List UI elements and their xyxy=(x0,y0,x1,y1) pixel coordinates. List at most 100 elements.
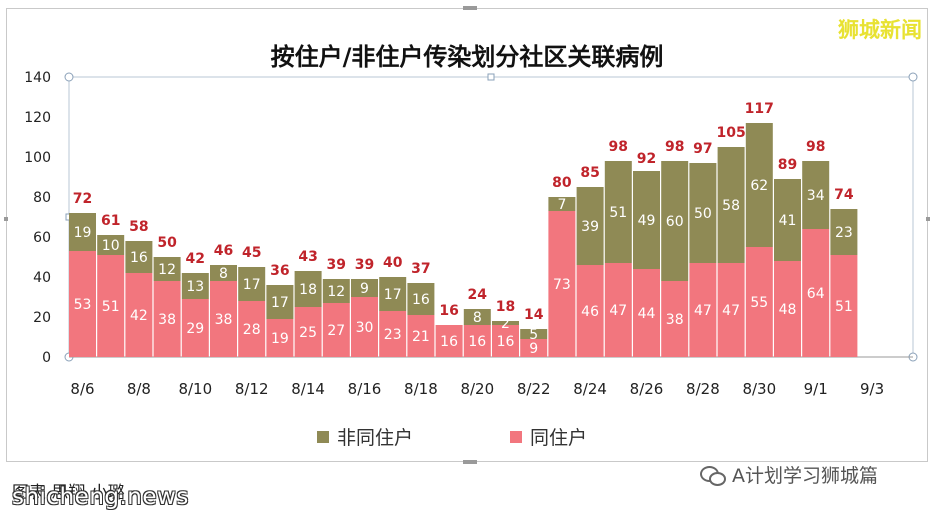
data-label-total: 50 xyxy=(157,235,177,251)
bar-non-household xyxy=(717,147,745,263)
bar-household xyxy=(238,301,266,357)
data-label-household: 16 xyxy=(468,334,486,350)
data-label-household: 47 xyxy=(609,303,627,319)
resize-handle-bottom[interactable] xyxy=(463,460,477,464)
bar-non-household xyxy=(322,279,350,303)
data-label-household: 38 xyxy=(215,312,233,328)
bar-non-household xyxy=(774,179,801,261)
data-label-total: 18 xyxy=(496,299,515,315)
bar-household xyxy=(633,269,660,357)
data-label-non-household: 13 xyxy=(186,279,204,295)
data-label-non-household: 34 xyxy=(807,188,825,204)
data-label-household: 30 xyxy=(356,320,374,336)
data-label-household: 42 xyxy=(130,308,148,324)
data-label-non-household: 8 xyxy=(473,310,482,326)
data-label-household: 64 xyxy=(807,286,825,302)
bar-household xyxy=(548,211,576,357)
x-tick-label: 8/12 xyxy=(235,380,269,398)
chart: 按住户/非住户传染划分社区关联病例 0 20 40 60 80 100 120 140 53 19… xyxy=(24,43,918,398)
data-label-household: 16 xyxy=(497,334,515,350)
data-label-non-household: 16 xyxy=(412,292,430,308)
bar-household xyxy=(576,265,604,357)
x-tick-label: 8/16 xyxy=(348,380,382,398)
data-label-household: 38 xyxy=(158,312,176,328)
data-label-household: 19 xyxy=(271,331,289,347)
data-label-household: 51 xyxy=(102,299,120,315)
data-label-non-household: 17 xyxy=(243,277,261,293)
x-tick-label: 8/28 xyxy=(686,380,720,398)
data-label-non-household: 12 xyxy=(158,262,176,278)
bar-household xyxy=(379,311,407,357)
data-label-total: 97 xyxy=(693,141,712,157)
bar-household xyxy=(322,303,350,357)
data-label-non-household: 12 xyxy=(327,284,345,300)
data-label-total: 98 xyxy=(609,139,628,155)
data-label-non-household: 7 xyxy=(557,197,566,213)
x-tick-label: 8/26 xyxy=(630,380,664,398)
bar-household xyxy=(463,325,491,357)
wechat-account-name: A计划学习狮城篇 xyxy=(732,465,878,487)
bar-household xyxy=(435,325,463,357)
x-tick-label: 8/18 xyxy=(404,380,438,398)
data-label-total: 72 xyxy=(73,191,92,207)
data-label-household: 48 xyxy=(779,302,797,318)
data-label-total: 92 xyxy=(637,151,656,167)
legend-item-non-household: 非同住户 xyxy=(317,423,413,450)
bar-household xyxy=(69,251,96,357)
data-label-total: 42 xyxy=(186,251,205,267)
bar-non-household xyxy=(745,123,773,247)
data-label-household: 44 xyxy=(638,306,656,322)
bar-household xyxy=(492,325,519,357)
data-label-household: 38 xyxy=(666,312,684,328)
x-tick-label: 8/24 xyxy=(573,380,607,398)
data-label-household: 9 xyxy=(529,341,538,357)
data-label-household: 47 xyxy=(694,303,712,319)
data-label-household: 25 xyxy=(299,325,317,341)
bar-non-household xyxy=(97,235,125,255)
wechat-account: A计划学习狮城篇 xyxy=(700,461,878,488)
data-label-household: 53 xyxy=(74,297,92,313)
data-label-total: 16 xyxy=(439,303,458,319)
x-tick-label: 8/14 xyxy=(291,380,325,398)
bar-household xyxy=(774,261,801,357)
bar-non-household xyxy=(830,209,858,255)
data-label-total: 85 xyxy=(580,165,599,181)
data-label-non-household: 17 xyxy=(271,295,289,311)
bar-non-household xyxy=(153,257,181,281)
resize-handle-top[interactable] xyxy=(463,6,477,10)
data-label-total: 39 xyxy=(327,257,346,273)
data-label-household: 51 xyxy=(835,299,853,315)
data-label-non-household: 60 xyxy=(666,214,684,230)
y-tick-label: 0 xyxy=(42,350,51,366)
bar-household xyxy=(745,247,773,357)
data-label-total: 105 xyxy=(716,125,745,141)
bar-non-household xyxy=(210,265,237,281)
resize-handle-left[interactable] xyxy=(4,217,8,221)
data-label-non-household: 18 xyxy=(299,282,317,298)
bar-non-household xyxy=(604,161,632,263)
bar-non-household xyxy=(520,329,548,339)
data-label-household: 46 xyxy=(581,304,599,320)
data-label-household: 73 xyxy=(553,277,571,293)
bar-household xyxy=(407,315,435,357)
bar-non-household xyxy=(463,309,491,325)
data-label-non-household: 8 xyxy=(219,266,228,282)
data-label-non-household: 50 xyxy=(694,206,712,222)
bar-household xyxy=(351,297,378,357)
chart-title: 按住户/非住户传染划分社区关联病例 xyxy=(271,43,664,71)
data-label-non-household: 17 xyxy=(384,287,402,303)
data-label-total: 45 xyxy=(242,245,261,261)
bar-non-household xyxy=(407,283,435,315)
bar-household xyxy=(153,281,181,357)
data-label-total: 46 xyxy=(214,243,233,259)
bar-non-household xyxy=(69,213,96,251)
data-label-total: 58 xyxy=(129,219,148,235)
data-label-non-household: 10 xyxy=(102,238,120,254)
data-label-total: 24 xyxy=(468,287,488,303)
wechat-icon xyxy=(700,464,726,486)
x-tick-label: 9/1 xyxy=(804,380,828,398)
bar-non-household xyxy=(633,171,660,269)
y-tick-label: 120 xyxy=(24,110,51,126)
bar-non-household xyxy=(492,321,519,325)
resize-handle-right[interactable] xyxy=(926,217,930,221)
